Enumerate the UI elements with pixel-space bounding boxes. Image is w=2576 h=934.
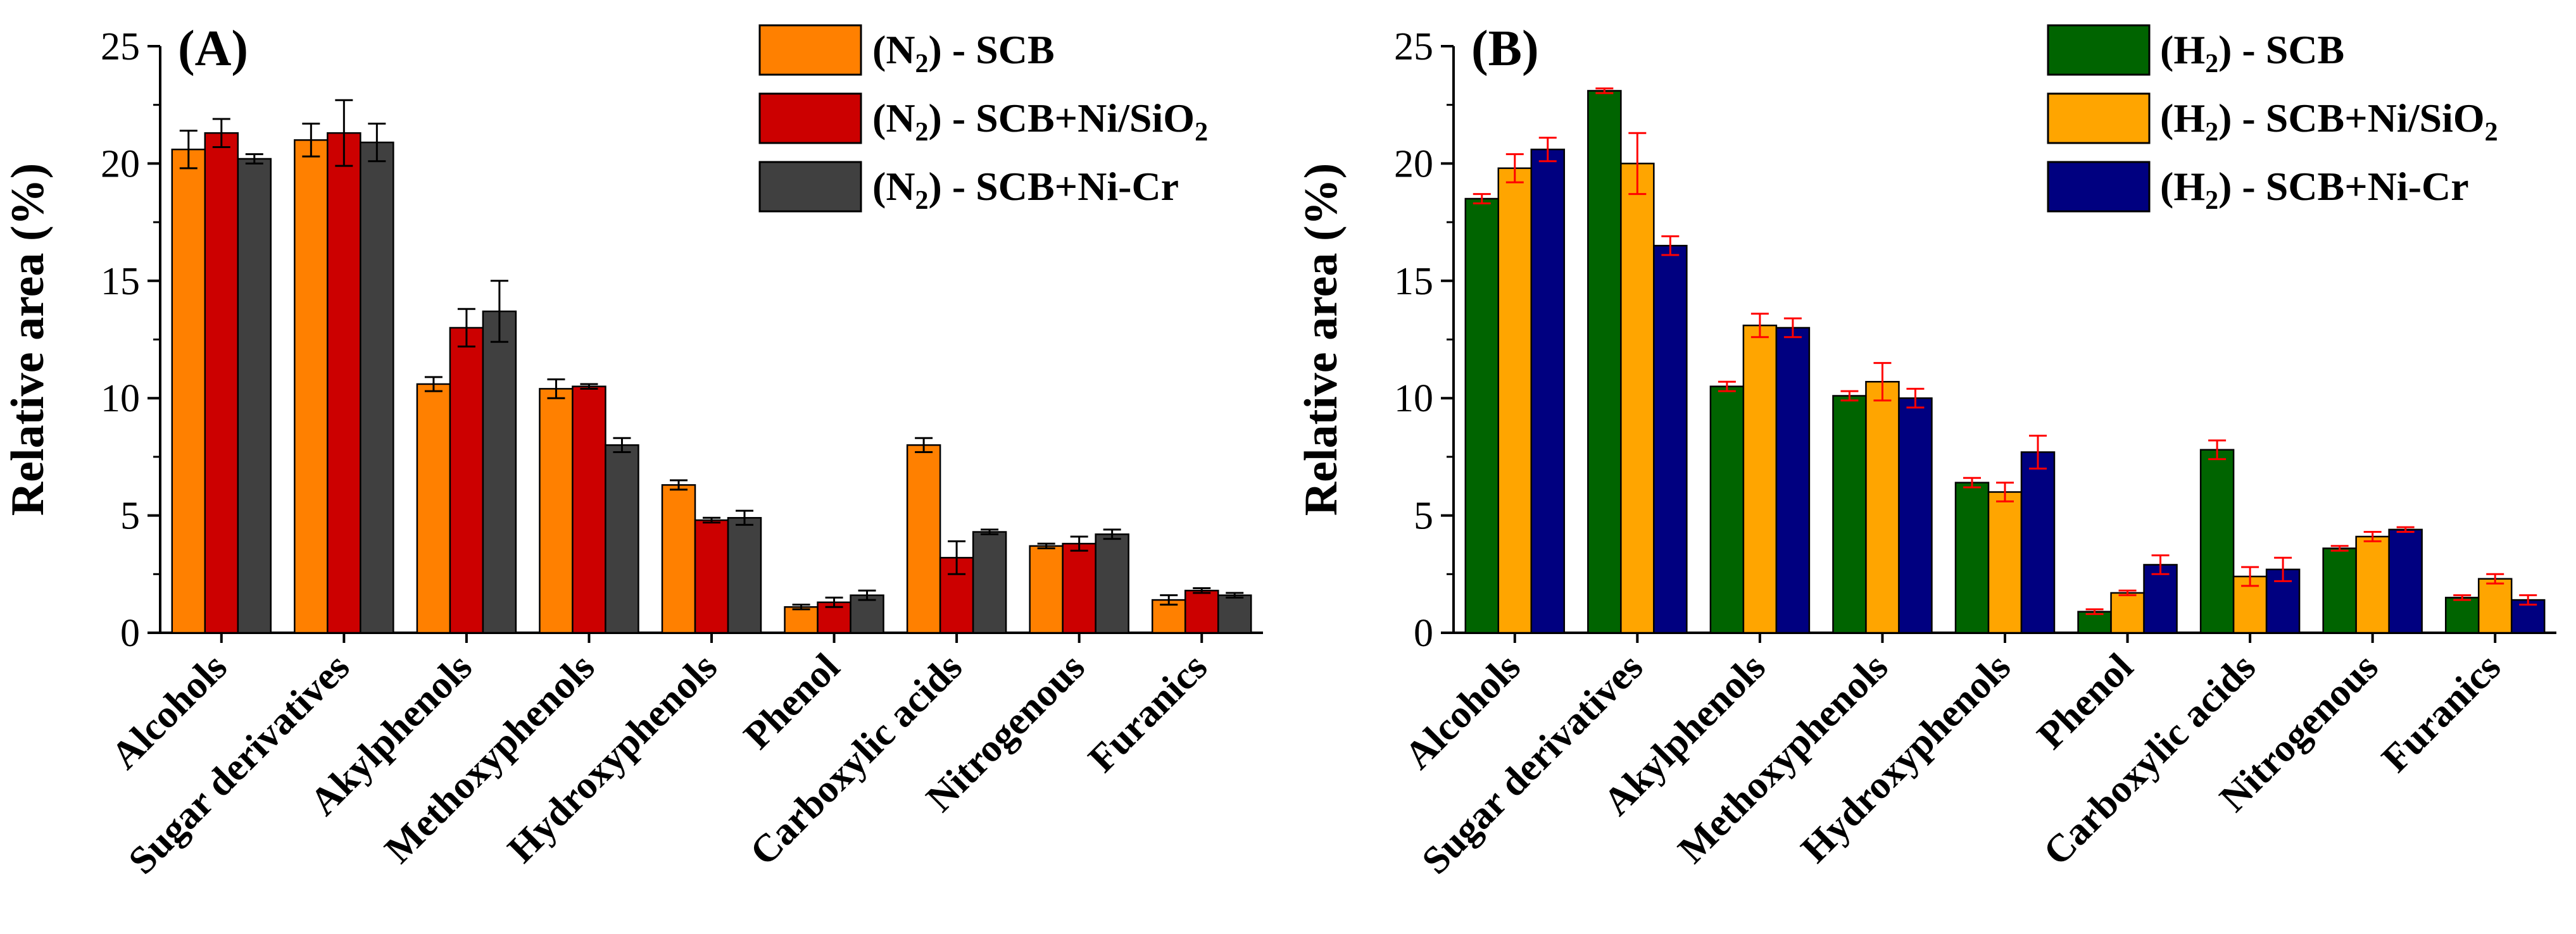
y-tick-label: 10 [1394, 377, 1433, 420]
legend-swatch [758, 92, 862, 144]
bar [171, 148, 206, 634]
legend-swatch [2047, 24, 2151, 76]
bar [1742, 325, 1778, 634]
x-tick-label: Phenol [2029, 645, 2141, 757]
bar [572, 385, 606, 634]
bar [2477, 578, 2513, 634]
legend-swatch [2047, 92, 2151, 144]
bar [661, 484, 696, 634]
x-tick-label: Carboxylic acids [742, 645, 971, 874]
legend-label: (N2) - SCB [872, 27, 1055, 78]
bar [1464, 197, 1500, 634]
bar [539, 388, 574, 634]
bar [1095, 533, 1129, 634]
legend-swatch [2047, 161, 2151, 213]
y-tick-label: 5 [120, 495, 140, 538]
y-tick-label: 15 [101, 260, 140, 303]
bar [906, 444, 941, 634]
bar [1954, 482, 1990, 634]
x-tick-label: Sugar derivatives [120, 645, 358, 883]
bar [2020, 451, 2056, 634]
x-tick-label: Carboxylic acids [2035, 645, 2264, 874]
y-tick-label: 20 [101, 142, 140, 185]
x-tick-label: Methoxyphenols [1670, 645, 1896, 871]
bar [1898, 397, 1933, 634]
bar [482, 310, 517, 634]
y-tick-label: 5 [1414, 495, 1433, 538]
legend-label: (H2) - SCB [2160, 27, 2344, 78]
bar [1832, 395, 1867, 634]
legend-label: (H2) - SCB+Ni/SiO2 [2160, 96, 2498, 147]
bar [784, 606, 819, 634]
bar [2143, 564, 2178, 634]
y-tick-label: 0 [120, 612, 140, 655]
bar [204, 132, 239, 634]
bar [2110, 592, 2145, 634]
bar [972, 531, 1007, 634]
legend-swatch [758, 24, 862, 76]
bar [694, 519, 729, 634]
y-tick-label: 0 [1414, 612, 1433, 655]
bar [2388, 528, 2423, 634]
bar [2355, 535, 2390, 634]
bar [1653, 244, 1688, 634]
y-axis-title: Relative area (%) [2, 163, 54, 516]
bar [1062, 542, 1096, 634]
bar [2199, 449, 2235, 634]
legend-label: (H2) - SCB+Ni-Cr [2160, 164, 2469, 215]
bar [294, 139, 329, 634]
bar [1587, 90, 1622, 634]
x-tick-label: Sugar derivatives [1414, 645, 1651, 883]
bar [1709, 385, 1745, 634]
bar [449, 327, 484, 634]
bar [327, 132, 361, 634]
bar [605, 444, 639, 634]
bar [1620, 163, 1655, 634]
x-tick-label: Furanics [1080, 645, 1216, 781]
legend-swatch [758, 161, 862, 213]
x-tick-label: Hydroxyphenols [1793, 645, 2019, 871]
bar [2322, 547, 2357, 634]
legend-label: (N2) - SCB+Ni/SiO2 [872, 96, 1208, 147]
bar [2444, 597, 2480, 634]
panel-label: (B) [1471, 21, 1539, 77]
bar [360, 141, 394, 634]
bar [1497, 167, 1533, 634]
bar [1184, 590, 1219, 634]
bar [1217, 594, 1252, 634]
x-tick-label: Hydroxyphenols [499, 645, 726, 871]
bar [1530, 148, 1566, 634]
x-tick-label: Phenol [736, 645, 848, 757]
bar [237, 158, 272, 634]
x-tick-label: Furanics [2373, 645, 2509, 781]
y-tick-label: 25 [101, 25, 140, 68]
y-axis-title: Relative area (%) [1295, 163, 1347, 516]
y-tick-label: 10 [101, 377, 140, 420]
bar [1775, 327, 1811, 634]
y-tick-label: 25 [1394, 25, 1433, 68]
bar [1029, 545, 1064, 634]
legend-label: (N2) - SCB+Ni-Cr [872, 164, 1179, 215]
y-tick-label: 20 [1394, 142, 1433, 185]
bar [850, 594, 884, 634]
bar [1865, 380, 1900, 634]
panel-label: (A) [178, 21, 248, 77]
bar [727, 517, 762, 634]
x-tick-label: Methoxyphenols [377, 645, 603, 871]
bar [416, 383, 451, 634]
y-tick-label: 15 [1394, 260, 1433, 303]
bar [1987, 491, 2023, 634]
